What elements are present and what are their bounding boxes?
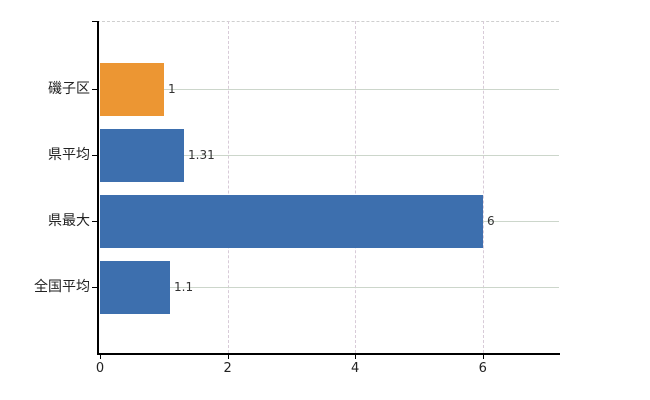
y-axis-tick [92,89,99,90]
y-axis-line [97,21,99,355]
category-label: 県平均 [48,147,90,163]
vertical-gridline [227,21,229,353]
plot-top-border [92,21,559,22]
category-label: 磯子区 [48,81,90,97]
bar [100,62,164,116]
value-label: 1.1 [174,280,194,294]
x-tick-label: 2 [223,361,232,376]
y-axis-tick [92,21,99,22]
y-axis-tick [92,221,99,222]
x-axis-tick [355,355,357,359]
value-label: 1.31 [188,148,215,162]
horizontal-gridline [100,89,559,90]
x-tick-label: 6 [478,361,487,376]
value-label: 1 [168,82,176,96]
x-axis-tick [227,355,229,359]
bar [100,128,184,182]
bar [100,194,483,248]
y-axis-tick [92,155,99,156]
bar [100,260,170,314]
x-axis-tick [100,355,101,359]
x-axis-tick [482,355,484,359]
horizontal-gridline [100,287,559,288]
value-label: 6 [487,214,495,228]
category-label: 全国平均 [34,279,90,295]
x-tick-label: 0 [95,361,105,376]
vertical-gridline [482,21,484,353]
x-tick-label: 4 [351,361,360,376]
y-axis-tick [92,287,99,288]
x-axis-line [97,353,560,355]
horizontal-gridline [100,155,559,156]
category-label: 県最大 [48,213,90,229]
vertical-gridline [355,21,357,353]
